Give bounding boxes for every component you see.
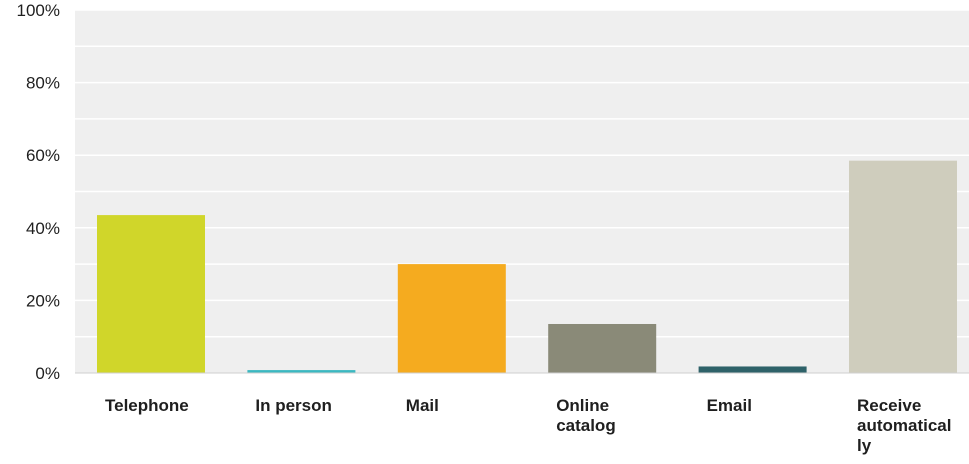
bar-online-catalog [548, 323, 657, 373]
x-category-label: Online catalog [556, 396, 616, 435]
bar-mail [397, 264, 506, 373]
bar-in-person [247, 370, 356, 373]
x-category-label: Mail [406, 396, 439, 415]
y-tick-label: 0% [35, 364, 60, 383]
y-tick-label: 60% [26, 146, 60, 165]
x-category-label: Telephone [105, 396, 189, 415]
y-tick-label: 80% [26, 74, 60, 93]
y-tick-label: 40% [26, 219, 60, 238]
x-category-label: In person [255, 396, 332, 415]
x-axis-category-labels: Telephone In person Mail Online catalog Email… [105, 396, 951, 455]
y-axis-tick-labels: 0% 20% 40% 60% 80% 100% [17, 1, 60, 383]
bars [97, 160, 957, 373]
bar-receive-automatically [849, 160, 957, 373]
y-tick-label: 100% [17, 1, 60, 20]
x-category-label: Email [707, 396, 752, 415]
x-category-label: Receive automatical ly [857, 396, 951, 455]
gridlines [75, 9, 969, 338]
bar-email [698, 366, 807, 373]
y-tick-label: 20% [26, 291, 60, 310]
bar-telephone [97, 215, 205, 373]
